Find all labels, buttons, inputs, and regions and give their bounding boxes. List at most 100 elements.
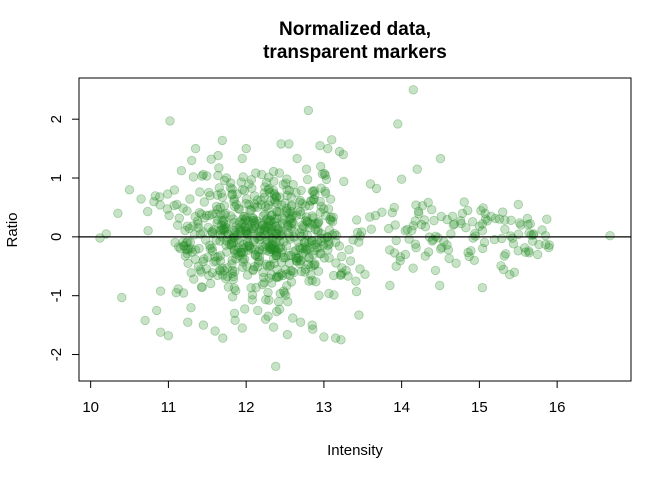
data-point <box>188 172 199 182</box>
data-point <box>265 244 276 255</box>
data-point <box>320 170 331 180</box>
data-point <box>205 243 215 254</box>
data-point <box>486 211 496 222</box>
data-point <box>250 250 261 261</box>
data-point <box>323 240 333 251</box>
data-point <box>216 188 226 199</box>
data-point <box>241 226 251 236</box>
data-point <box>225 178 236 188</box>
data-point <box>202 171 212 181</box>
x-tick-label: 12 <box>238 399 255 416</box>
data-point <box>188 221 198 231</box>
data-point <box>287 266 297 276</box>
data-point <box>190 211 200 222</box>
data-point <box>297 198 308 209</box>
data-point <box>286 206 296 217</box>
data-point <box>218 333 228 343</box>
data-point <box>287 212 297 222</box>
data-point <box>220 226 230 236</box>
data-point <box>323 204 334 214</box>
data-point <box>164 210 174 221</box>
data-point <box>470 231 481 241</box>
data-point <box>389 202 399 213</box>
data-point <box>276 257 287 267</box>
data-point <box>241 228 252 239</box>
data-point <box>249 261 260 272</box>
data-point <box>232 189 242 199</box>
data-point <box>268 243 278 254</box>
data-point <box>508 239 519 249</box>
data-point <box>337 263 347 273</box>
data-point <box>263 311 273 321</box>
data-point <box>228 230 239 241</box>
data-point <box>181 237 192 248</box>
data-point <box>286 223 296 234</box>
data-point <box>447 211 458 222</box>
data-point <box>296 266 307 277</box>
data-point <box>279 288 290 298</box>
data-point <box>605 230 615 241</box>
data-point <box>316 249 326 259</box>
data-point <box>305 244 315 254</box>
data-point <box>258 272 269 283</box>
data-point <box>470 228 480 239</box>
data-point <box>304 253 314 263</box>
data-point <box>477 225 488 236</box>
data-point <box>490 213 501 224</box>
data-point <box>320 233 330 243</box>
data-point <box>281 241 292 251</box>
data-point <box>268 234 278 245</box>
data-point <box>365 179 376 189</box>
data-point <box>537 225 547 235</box>
data-point <box>314 290 324 301</box>
data-point <box>169 185 180 195</box>
data-point <box>242 237 253 247</box>
data-point <box>345 256 356 266</box>
data-point <box>370 210 381 221</box>
data-point <box>218 224 228 234</box>
data-point <box>254 255 265 266</box>
data-point <box>246 243 256 254</box>
data-point <box>238 248 249 258</box>
data-point <box>265 246 275 257</box>
data-point <box>247 217 258 228</box>
data-point <box>271 228 282 239</box>
data-point <box>195 265 206 275</box>
data-point <box>263 184 274 195</box>
data-point <box>306 196 317 206</box>
data-point <box>285 270 295 281</box>
data-point <box>304 276 314 286</box>
data-point <box>248 265 258 276</box>
data-point <box>477 283 488 293</box>
data-point <box>272 272 282 282</box>
data-point <box>287 217 297 228</box>
data-point <box>417 200 428 211</box>
data-point <box>216 209 226 220</box>
data-point <box>242 270 253 280</box>
data-point <box>324 253 334 263</box>
data-point <box>182 221 193 231</box>
data-point <box>225 183 236 193</box>
data-point <box>520 243 530 253</box>
data-point <box>256 218 267 228</box>
y-axis: -2 -1 0 1 2 <box>48 115 80 361</box>
data-point <box>304 253 314 263</box>
data-point <box>313 218 324 228</box>
data-point <box>214 265 225 275</box>
data-point <box>505 231 516 241</box>
x-tick-label: 14 <box>393 399 410 416</box>
data-point <box>324 288 334 299</box>
data-point <box>246 205 257 215</box>
data-point <box>469 255 480 265</box>
data-point <box>240 215 251 225</box>
data-point <box>525 219 536 229</box>
data-point <box>337 268 347 278</box>
data-point <box>95 233 105 243</box>
data-point <box>237 153 247 164</box>
data-point <box>295 244 306 254</box>
data-point <box>520 247 531 257</box>
data-point <box>360 269 370 280</box>
data-point <box>240 304 250 314</box>
data-point <box>269 217 280 227</box>
data-point <box>219 215 229 225</box>
